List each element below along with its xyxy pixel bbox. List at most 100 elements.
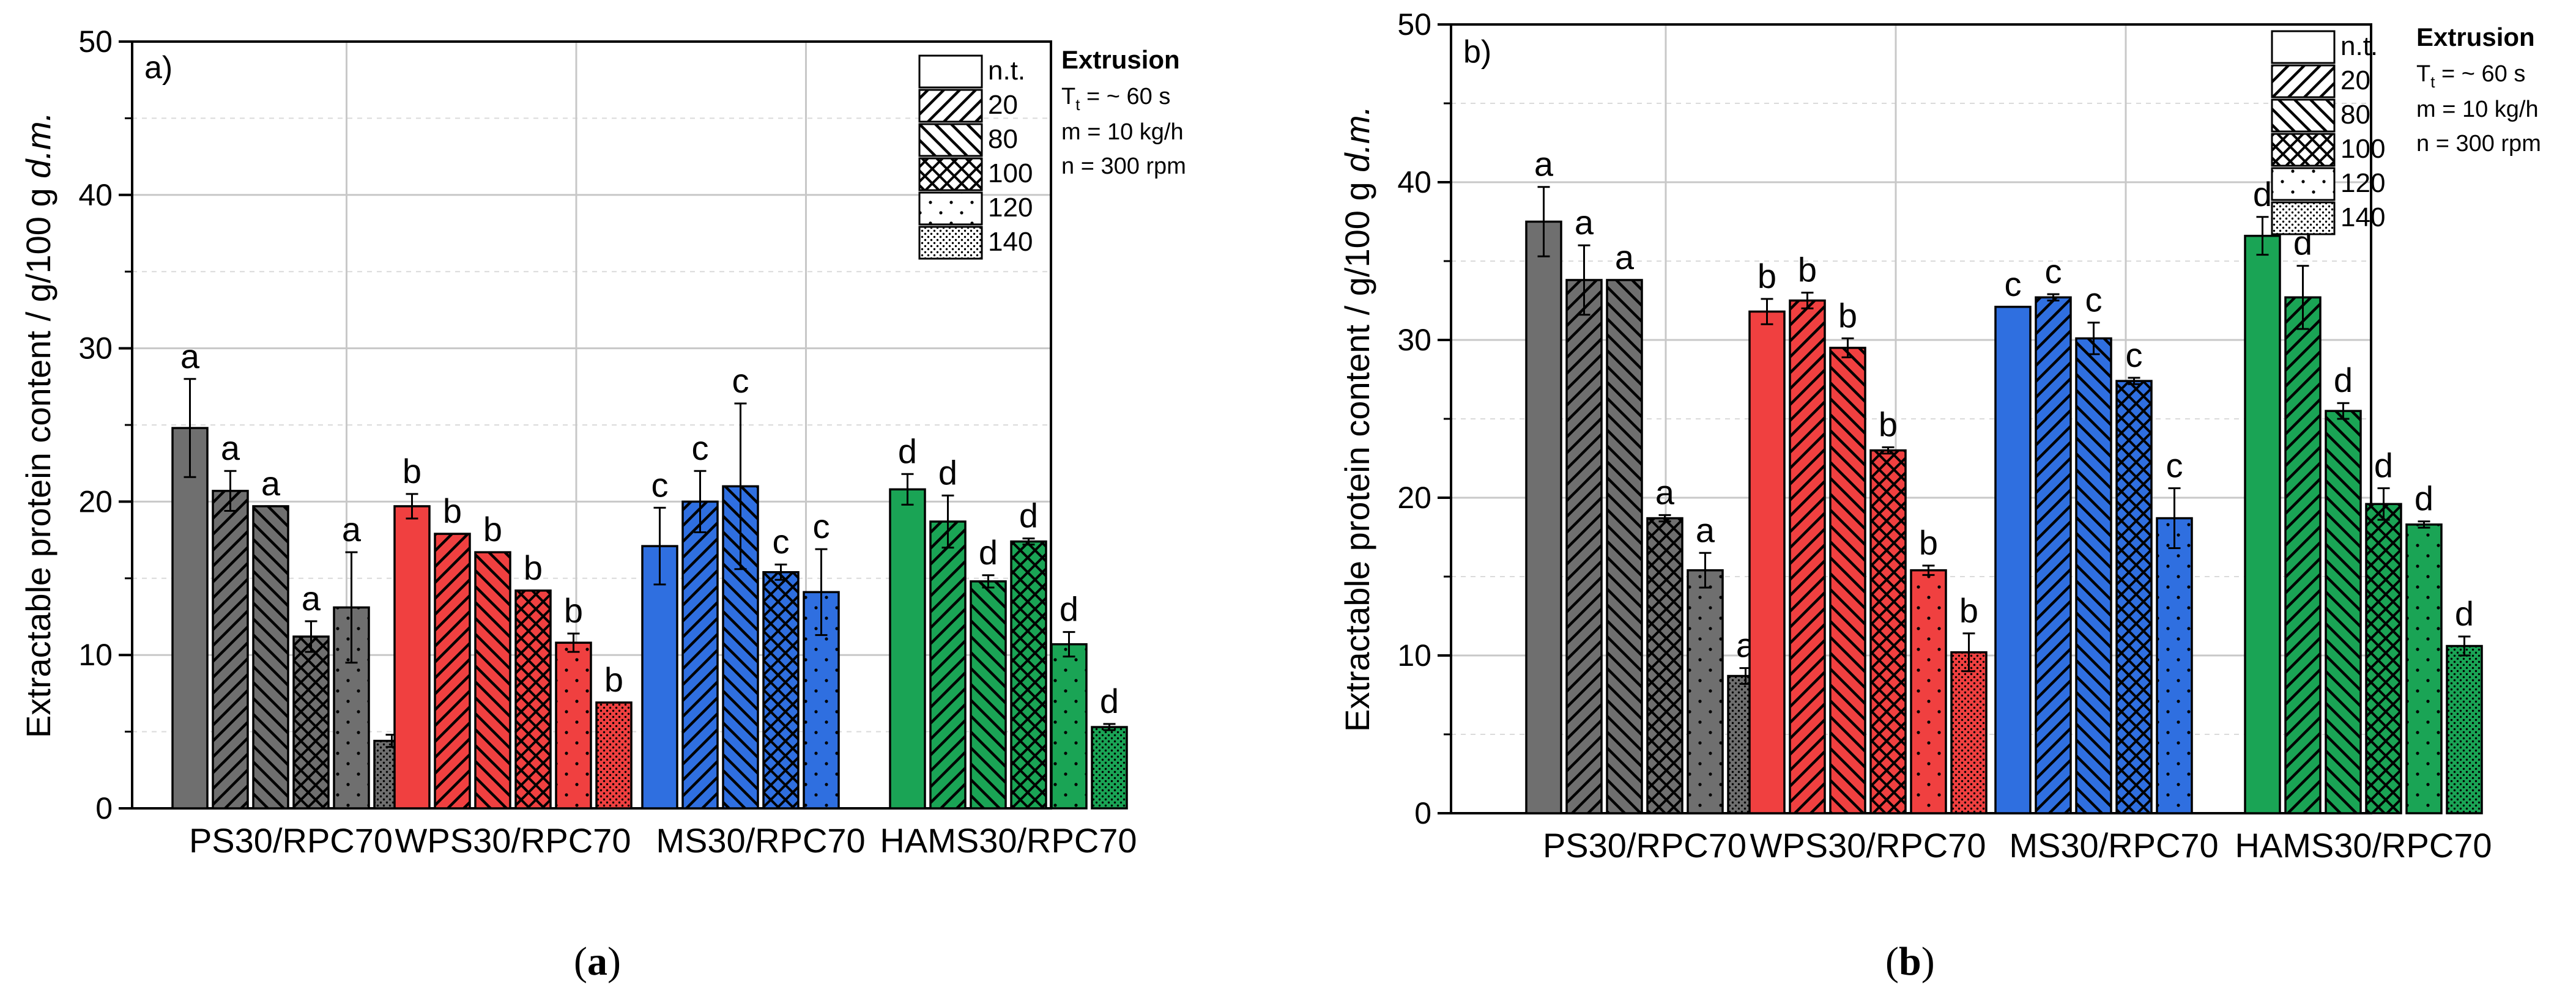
legend-swatch xyxy=(918,54,983,89)
y-tick-label: 20 xyxy=(1397,481,1431,515)
bar xyxy=(171,427,209,810)
significance-letter: b xyxy=(443,492,462,530)
legend-label: 140 xyxy=(2340,202,2385,232)
x-category-label: PS30/RPC70 xyxy=(189,821,393,860)
x-category-label: MS30/RPC70 xyxy=(656,821,865,860)
chart-panel-b: 0 10 20 30 40 50 Extractable protein content /… xyxy=(1338,7,2541,865)
significance-letter: a xyxy=(261,464,281,503)
x-category-label: HAMS30/RPC70 xyxy=(2235,826,2492,865)
panel-label: b) xyxy=(1463,34,1491,70)
x-category-label: HAMS30/RPC70 xyxy=(880,821,1137,860)
x-category-label: WPS30/RPC70 xyxy=(395,821,631,860)
panel-label: a) xyxy=(144,50,173,86)
bar-pattern xyxy=(213,490,248,808)
bar-pattern xyxy=(930,522,965,808)
significance-letter: c xyxy=(2005,265,2022,303)
significance-letter: d xyxy=(2374,446,2393,485)
legend-swatch-pattern xyxy=(918,191,983,226)
y-tick-label: 10 xyxy=(78,638,113,672)
legend-label: 100 xyxy=(988,158,1033,188)
bar xyxy=(641,545,678,810)
bar-pattern xyxy=(1647,518,1682,813)
legend-swatch-pattern xyxy=(918,89,983,123)
significance-letter: b xyxy=(604,660,623,699)
bar-pattern xyxy=(683,501,718,808)
x-category-label: WPS30/RPC70 xyxy=(1750,826,1986,865)
bar-pattern xyxy=(1688,570,1723,813)
extrusion-time: Tt = ~ 60 s xyxy=(1061,84,1170,114)
bar-pattern xyxy=(1052,644,1086,808)
y-tick-label: 10 xyxy=(1397,638,1431,673)
legend-swatch-pattern xyxy=(918,157,983,191)
bar-pattern xyxy=(2036,297,2071,814)
extrusion-title: Extrusion xyxy=(2416,23,2535,51)
bar xyxy=(393,505,431,810)
bar-pattern xyxy=(1790,300,1825,813)
bar-pattern xyxy=(1951,652,1986,813)
significance-letter: b xyxy=(1798,251,1817,289)
bar-pattern xyxy=(475,552,510,808)
bar xyxy=(2244,234,2281,814)
significance-letter: c xyxy=(651,465,669,504)
y-tick-label: 0 xyxy=(95,791,113,825)
extrusion-speed: n = 300 rpm xyxy=(2416,131,2541,157)
significance-letter: b xyxy=(403,452,421,490)
y-tick-label: 0 xyxy=(1414,796,1431,830)
legend-label: n.t. xyxy=(988,56,1025,86)
y-axis-label: Extractable protein content / g/100 g d.… xyxy=(1338,106,1376,732)
bar-pattern xyxy=(2447,646,2482,813)
significance-letter: d xyxy=(2253,175,2272,213)
bar xyxy=(1525,220,1562,814)
significance-letter: b xyxy=(1758,257,1776,295)
significance-letter: d xyxy=(2455,594,2474,633)
significance-letter: a xyxy=(221,429,240,467)
significance-letter: b xyxy=(524,548,543,587)
significance-letter: c xyxy=(692,429,709,467)
bar-pattern xyxy=(763,572,798,808)
bar xyxy=(889,488,926,810)
legend-swatch-pattern xyxy=(918,226,983,260)
y-tick-label: 30 xyxy=(1397,323,1431,357)
significance-letter: b xyxy=(1959,591,1978,630)
significance-letter: d xyxy=(2334,361,2353,399)
significance-letter: a xyxy=(1696,511,1715,549)
y-tick-label: 30 xyxy=(78,331,113,366)
legend-label: 140 xyxy=(988,227,1033,257)
y-tick-label: 50 xyxy=(78,24,113,59)
y-axis-label: Extractable protein content / g/100 g d.… xyxy=(19,112,58,738)
bar-pattern xyxy=(2407,524,2441,813)
bar-pattern xyxy=(2285,297,2320,814)
significance-letter: b xyxy=(483,510,502,548)
significance-letter: d xyxy=(1100,682,1119,720)
x-category-label: PS30/RPC70 xyxy=(1543,826,1746,865)
bar-pattern xyxy=(2326,411,2361,813)
bar-pattern xyxy=(2366,504,2401,813)
chart-panel-a: 0 10 20 30 40 50 Extractable protein content /… xyxy=(19,24,1186,860)
caption-a: (a) xyxy=(574,939,621,984)
bar-pattern xyxy=(1830,347,1865,813)
extrusion-speed: n = 300 rpm xyxy=(1061,153,1186,179)
significance-letter: b xyxy=(1879,405,1898,443)
bar-pattern xyxy=(596,702,631,808)
legend-label: 120 xyxy=(2340,168,2385,198)
legend-swatch-pattern xyxy=(2271,167,2336,201)
legend: n.t. 20 80 100 120 140 xyxy=(918,54,1033,260)
significance-letter: d xyxy=(898,432,917,470)
significance-letter: d xyxy=(979,533,998,572)
legend-swatch-pattern xyxy=(2271,98,2336,133)
legend-label: 100 xyxy=(2340,134,2385,164)
significance-letter: a xyxy=(1655,473,1675,511)
legend-label: 20 xyxy=(2340,65,2370,95)
extrusion-mass-flow: m = 10 kg/h xyxy=(1061,119,1184,145)
caption-b: (b) xyxy=(1885,939,1935,984)
bar-pattern xyxy=(1567,279,1602,814)
significance-letter: c xyxy=(2126,336,2143,374)
significance-letter: b xyxy=(564,591,583,630)
legend-swatch-pattern xyxy=(918,123,983,157)
bar-pattern xyxy=(516,590,551,808)
bar-pattern xyxy=(253,506,288,808)
x-category-label: MS30/RPC70 xyxy=(2009,826,2218,865)
significance-letter: c xyxy=(2085,281,2103,319)
bar-pattern xyxy=(2157,518,2192,813)
extrusion-time: Tt = ~ 60 s xyxy=(2416,61,2525,91)
